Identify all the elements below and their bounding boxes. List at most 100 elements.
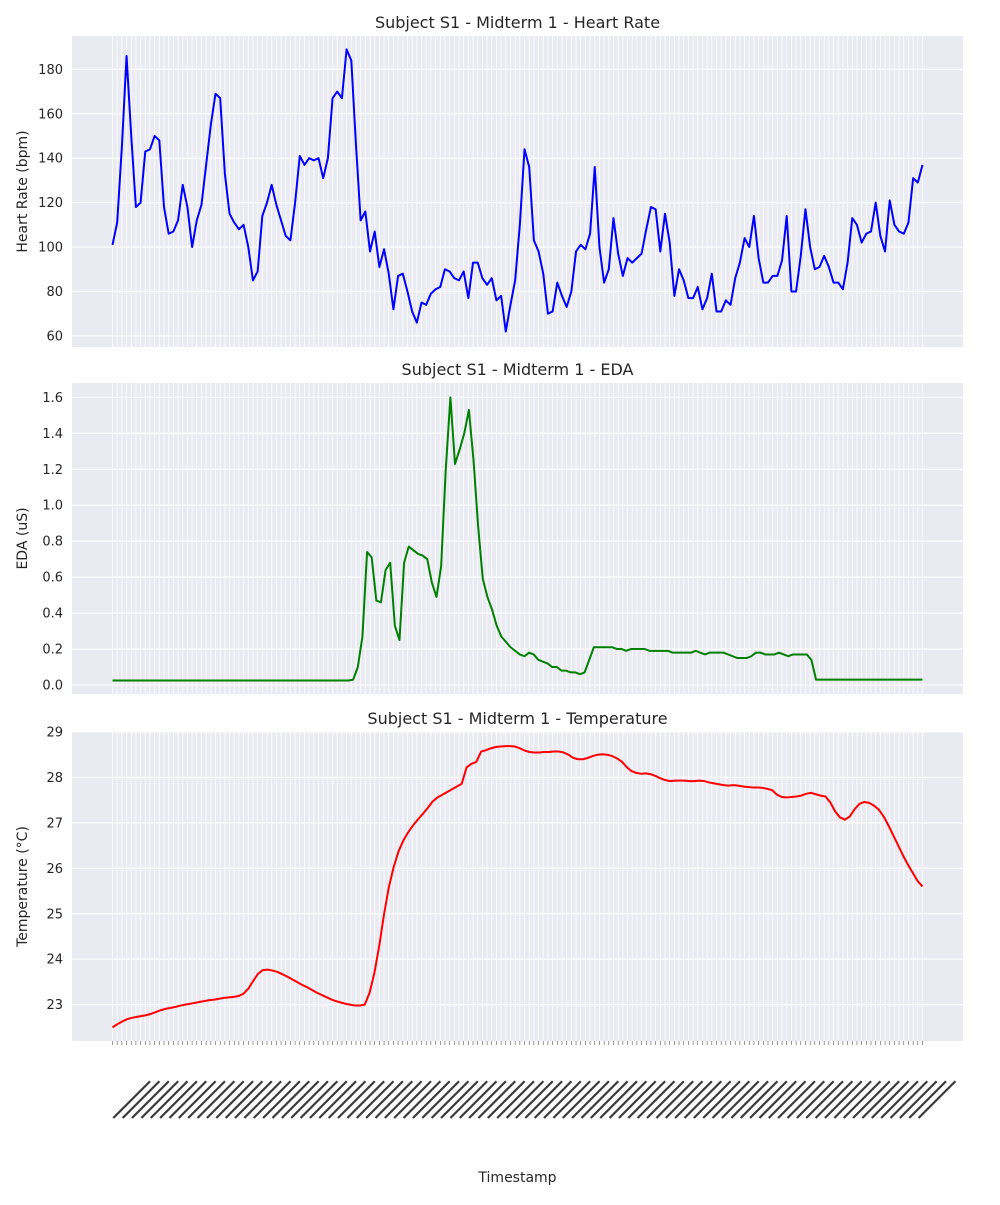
x-tick-label-mark: [908, 1080, 947, 1119]
y-tick-label: 0.0: [42, 679, 63, 694]
x-tick-label-mark: [824, 1080, 863, 1119]
y-tick-label: 0.2: [42, 643, 63, 658]
y-tick-label: 28: [46, 771, 63, 786]
x-tick-label-mark: [749, 1080, 788, 1119]
x-tick-label-mark: [627, 1080, 666, 1119]
temperature-grid: [72, 731, 963, 1041]
x-tick-label-mark: [252, 1080, 292, 1119]
eda-title: Subject S1 - Midterm 1 - EDA: [402, 360, 634, 379]
x-tick-label-mark: [178, 1080, 217, 1119]
x-tick-label-mark: [196, 1080, 236, 1119]
x-tick-label-mark: [543, 1080, 582, 1119]
x-tick-label-mark: [739, 1080, 779, 1119]
temperature-y-label: Temperature (°C): [15, 826, 31, 948]
y-tick-label: 1.6: [42, 391, 63, 406]
eda-plot-area: [72, 383, 963, 694]
eda-grid: [72, 383, 963, 694]
x-tick-label-mark: [842, 1080, 882, 1119]
x-tick-label-mark: [636, 1080, 676, 1119]
y-tick-label: 0.8: [42, 535, 63, 550]
temperature-panel: 23 24 25 26 27 28 29 Subject S1 - Midterm 1 - …: [15, 709, 963, 1041]
x-tick-label-mark: [870, 1080, 910, 1119]
x-tick-label-mark: [730, 1080, 769, 1119]
temperature-series: [111, 745, 924, 1029]
x-tick-label-mark: [524, 1080, 563, 1119]
y-tick-label: 25: [46, 907, 63, 922]
x-tick-label-mark: [215, 1080, 254, 1119]
x-tick-label-mark: [149, 1080, 189, 1119]
x-tick-label-mark: [814, 1080, 854, 1119]
x-tick-label-mark: [533, 1080, 573, 1119]
x-tick-label-mark: [664, 1080, 704, 1119]
x-tick-label-mark: [496, 1080, 535, 1119]
y-tick-label: 0.6: [42, 571, 63, 586]
y-tick-label: 140: [38, 152, 63, 167]
eda-series: [112, 396, 923, 682]
x-tick-label-mark: [833, 1080, 872, 1119]
heart-rate-grid: [72, 36, 963, 347]
x-tick-label-mark: [608, 1080, 648, 1119]
x-tick-label-mark: [505, 1080, 545, 1119]
x-tick-label-mark: [318, 1080, 357, 1119]
y-tick-label: 24: [46, 953, 63, 968]
y-tick-label: 1.2: [42, 463, 63, 478]
x-tick-label-mark: [674, 1080, 713, 1119]
x-tick-label-mark: [290, 1080, 329, 1119]
x-tick-label-mark: [365, 1080, 404, 1119]
y-tick-label: 80: [46, 285, 63, 300]
y-tick-label: 60: [46, 329, 63, 344]
x-tick-label-mark: [140, 1080, 179, 1119]
x-tick-label-mark: [440, 1080, 479, 1119]
x-tick-label-mark: [374, 1080, 414, 1119]
x-tick-label-mark: [711, 1080, 751, 1119]
x-tick-label-mark: [421, 1080, 460, 1119]
x-tick-label-mark: [112, 1080, 151, 1119]
series-line: [112, 396, 923, 682]
x-tick-label-mark: [590, 1080, 629, 1119]
temperature-title: Subject S1 - Midterm 1 - Temperature: [367, 709, 667, 728]
x-tick-label-mark: [599, 1080, 638, 1119]
x-tick-label-mark: [458, 1080, 498, 1119]
x-tick-label-mark: [646, 1080, 685, 1119]
x-tick-label-mark: [412, 1080, 451, 1119]
x-tick-label-mark: [515, 1080, 554, 1119]
series-line: [111, 48, 924, 333]
y-tick-label: 160: [38, 107, 63, 122]
y-tick-label: 100: [38, 241, 63, 256]
heart-rate-series: [111, 48, 924, 333]
x-tick-label-mark: [487, 1080, 526, 1119]
x-tick-label-mark: [243, 1080, 282, 1119]
heart-rate-y-label: Heart Rate (bpm): [15, 130, 31, 252]
y-tick-label: 23: [46, 998, 63, 1013]
x-tick-label-mark: [281, 1080, 320, 1119]
x-tick-label-mark: [917, 1080, 957, 1119]
x-tick-label-mark: [468, 1080, 507, 1119]
x-tick-label-mark: [618, 1080, 657, 1119]
x-tick-label-mark: [861, 1080, 900, 1119]
x-tick-label-mark: [702, 1080, 741, 1119]
x-axis-label: Timestamp: [477, 1170, 556, 1186]
x-tick-label-mark: [655, 1080, 694, 1119]
x-tick-label-mark: [852, 1080, 891, 1119]
temperature-plot-area: [72, 732, 963, 1041]
heart-rate-y-ticks: 60 80 100 120 140 160 180: [38, 63, 63, 345]
y-tick-label: 1.0: [42, 499, 63, 514]
x-tick-label-mark: [262, 1080, 301, 1119]
y-tick-label: 0.4: [42, 607, 63, 622]
x-tick-label-mark: [309, 1080, 348, 1119]
x-tick-label-mark: [131, 1080, 170, 1119]
x-tick-label-mark: [337, 1080, 376, 1119]
x-tick-label-mark: [271, 1080, 311, 1119]
x-tick-label-mark: [168, 1080, 208, 1119]
heart-rate-plot-area: [72, 36, 963, 347]
heart-rate-panel: 60 80 100 120 140 160 180 Subject S1 - Midterm…: [15, 13, 963, 347]
x-tick-label-mark: [402, 1080, 442, 1119]
x-tick-label-mark: [327, 1080, 367, 1119]
x-tick-label-mark: [346, 1080, 385, 1119]
x-tick-label-mark: [693, 1080, 732, 1119]
eda-y-ticks: 0.0 0.2 0.4 0.6 0.8 1.0 1.2 1.4 1.6: [42, 391, 63, 694]
x-tick-label-mark: [393, 1080, 432, 1119]
y-tick-label: 180: [38, 63, 63, 78]
